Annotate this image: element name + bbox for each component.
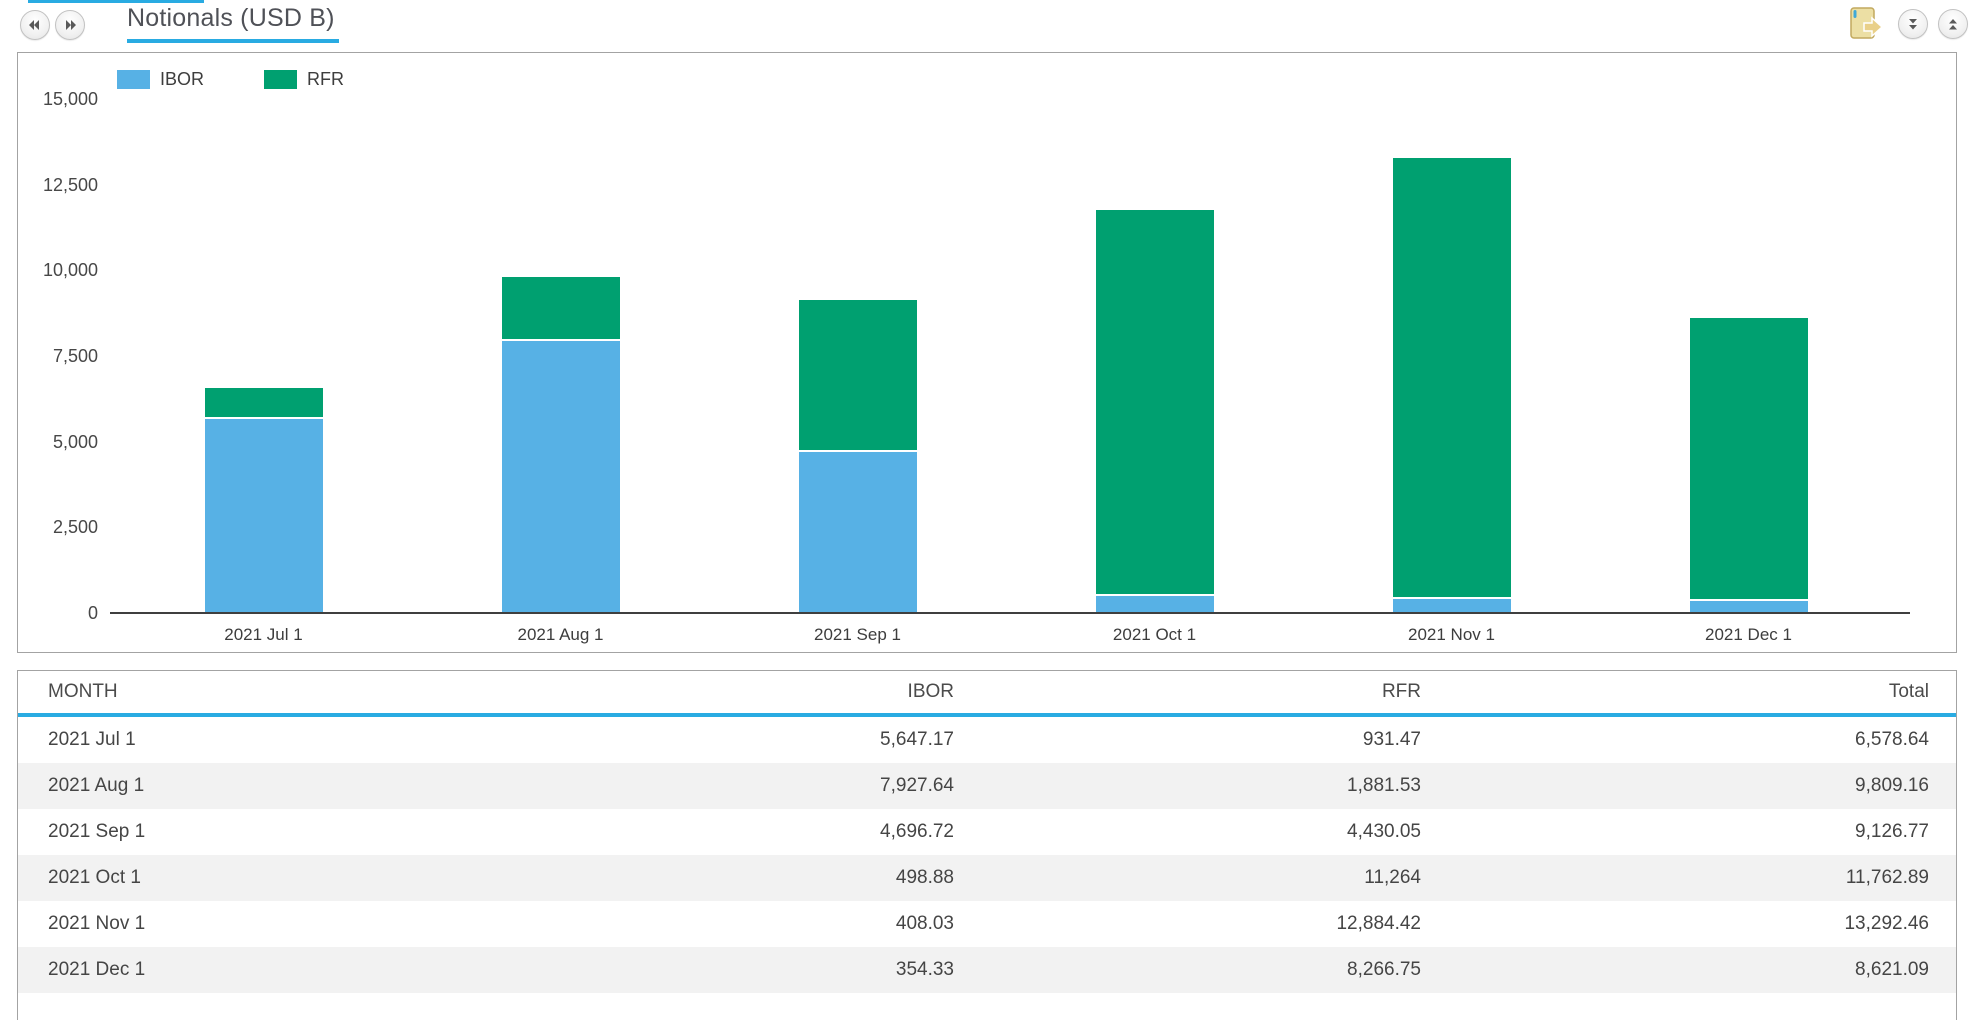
cell-month: 2021 Oct 1 bbox=[48, 867, 141, 888]
cell-month: 2021 Sep 1 bbox=[48, 821, 146, 842]
chart-legend: IBOR RFR bbox=[117, 69, 390, 90]
y-axis-tick-label: 2,500 bbox=[52, 517, 98, 538]
cell-rfr: 931.47 bbox=[1362, 729, 1421, 750]
table-row-2021-nov-1[interactable]: 2021 Nov 1 408.03 12,884.42 13,292.46 bbox=[18, 901, 1956, 947]
table-body: 2021 Jul 1 5,647.17 931.47 6,578.64 2021 Aug… bbox=[18, 717, 1956, 993]
bar-segment-ibor-2021-oct-1[interactable] bbox=[1095, 595, 1214, 613]
double-chevron-down-icon bbox=[1905, 16, 1921, 32]
collapse-all-button[interactable] bbox=[1898, 9, 1928, 39]
cell-total: 9,809.16 bbox=[1855, 775, 1929, 796]
table-row-2021-oct-1[interactable]: 2021 Oct 1 498.88 11,264 11,762.89 bbox=[18, 855, 1956, 901]
expand-all-button[interactable] bbox=[1938, 9, 1968, 39]
cell-month: 2021 Nov 1 bbox=[48, 913, 146, 934]
legend-label: RFR bbox=[307, 69, 345, 89]
x-axis-label: 2021 Jul 1 bbox=[224, 625, 303, 644]
cell-ibor: 5,647.17 bbox=[880, 729, 954, 750]
cell-rfr: 1,881.53 bbox=[1347, 775, 1421, 796]
cell-month: 2021 Jul 1 bbox=[48, 729, 136, 750]
table-row-2021-dec-1[interactable]: 2021 Dec 1 354.33 8,266.75 8,621.09 bbox=[18, 947, 1956, 993]
y-axis-tick-label: 10,000 bbox=[42, 260, 98, 281]
cell-total: 8,621.09 bbox=[1855, 959, 1929, 980]
bar-segment-rfr-2021-dec-1[interactable] bbox=[1689, 317, 1808, 601]
cell-rfr: 12,884.42 bbox=[1336, 913, 1421, 934]
table-row-2021-jul-1[interactable]: 2021 Jul 1 5,647.17 931.47 6,578.64 bbox=[18, 717, 1956, 763]
bar-segment-ibor-2021-dec-1[interactable] bbox=[1689, 600, 1808, 613]
table-row-2021-aug-1[interactable]: 2021 Aug 1 7,927.64 1,881.53 9,809.16 bbox=[18, 763, 1956, 809]
x-axis-label: 2021 Oct 1 bbox=[1112, 625, 1197, 644]
x-axis-label: 2021 Nov 1 bbox=[1408, 625, 1495, 644]
column-header-ibor[interactable]: IBOR bbox=[907, 681, 954, 702]
legend-swatch-ibor bbox=[117, 70, 150, 89]
cell-rfr: 11,264 bbox=[1364, 867, 1421, 888]
legend-label: IBOR bbox=[160, 69, 205, 89]
y-axis-tick-label: 5,000 bbox=[52, 431, 98, 452]
bar-segment-rfr-2021-oct-1[interactable] bbox=[1095, 209, 1214, 596]
cell-ibor: 354.33 bbox=[895, 959, 954, 980]
x-axis-label: 2021 Sep 1 bbox=[814, 625, 901, 644]
y-axis-tick-label: 12,500 bbox=[42, 174, 98, 195]
x-axis-line bbox=[110, 612, 1910, 614]
legend-item-rfr[interactable]: RFR bbox=[264, 69, 344, 90]
bar-segment-rfr-2021-sep-1[interactable] bbox=[798, 300, 917, 453]
cell-month: 2021 Dec 1 bbox=[48, 959, 146, 980]
cell-ibor: 498.88 bbox=[895, 867, 954, 888]
bar-segment-ibor-2021-jul-1[interactable] bbox=[204, 419, 323, 613]
x-axis-label: 2021 Dec 1 bbox=[1705, 625, 1792, 644]
column-header-month[interactable]: MONTH bbox=[48, 681, 118, 702]
y-axis-tick-label: 7,500 bbox=[52, 346, 98, 366]
export-report-icon[interactable] bbox=[1846, 5, 1888, 43]
column-header-rfr[interactable]: RFR bbox=[1381, 681, 1421, 702]
x-axis-label: 2021 Aug 1 bbox=[517, 625, 604, 644]
table-header-row: MONTH IBOR RFR Total bbox=[18, 671, 1956, 717]
bar-segment-ibor-2021-aug-1[interactable] bbox=[501, 341, 620, 613]
top-toolbar: Notionals (USD B) bbox=[0, 0, 1974, 50]
page-title[interactable]: Notionals (USD B) bbox=[127, 4, 339, 43]
cell-ibor: 7,927.64 bbox=[880, 775, 954, 796]
bar-segment-rfr-2021-aug-1[interactable] bbox=[501, 276, 620, 342]
notionals-table: MONTH IBOR RFR Total 2021 Jul 1 5,647.17 931.… bbox=[17, 670, 1957, 1020]
cell-rfr: 4,430.05 bbox=[1347, 821, 1421, 842]
notionals-stacked-bar-chart: IBOR RFR 0 2,500 5,000 7,500 10,000 12,500 15,0… bbox=[17, 52, 1957, 653]
bar-segment-rfr-2021-nov-1[interactable] bbox=[1392, 157, 1511, 599]
legend-swatch-rfr bbox=[264, 70, 298, 89]
table-row-2021-sep-1[interactable]: 2021 Sep 1 4,696.72 4,430.05 9,126.77 bbox=[18, 809, 1956, 855]
cell-month: 2021 Aug 1 bbox=[48, 775, 145, 796]
cell-total: 6,578.64 bbox=[1855, 729, 1929, 750]
double-chevron-up-icon bbox=[1945, 16, 1961, 32]
double-chevron-right-icon bbox=[62, 17, 78, 33]
cell-rfr: 8,266.75 bbox=[1347, 959, 1421, 980]
next-page-button[interactable] bbox=[55, 10, 85, 40]
column-header-total[interactable]: Total bbox=[1888, 681, 1929, 702]
cell-ibor: 4,696.72 bbox=[880, 821, 954, 842]
bar-segment-rfr-2021-jul-1[interactable] bbox=[204, 387, 323, 420]
cell-ibor: 408.03 bbox=[895, 913, 954, 934]
top-accent-line bbox=[28, 0, 204, 3]
cell-total: 11,762.89 bbox=[1845, 867, 1929, 888]
previous-page-button[interactable] bbox=[20, 10, 50, 40]
cell-total: 13,292.46 bbox=[1844, 913, 1929, 934]
y-axis-tick-label: 15,000 bbox=[42, 89, 98, 109]
y-axis-tick-label: 0 bbox=[87, 603, 98, 623]
bar-segment-ibor-2021-sep-1[interactable] bbox=[798, 452, 917, 613]
cell-total: 9,126.77 bbox=[1855, 821, 1929, 842]
legend-item-ibor[interactable]: IBOR bbox=[117, 69, 204, 90]
double-chevron-left-icon bbox=[27, 17, 43, 33]
bar-segment-ibor-2021-nov-1[interactable] bbox=[1392, 599, 1511, 613]
